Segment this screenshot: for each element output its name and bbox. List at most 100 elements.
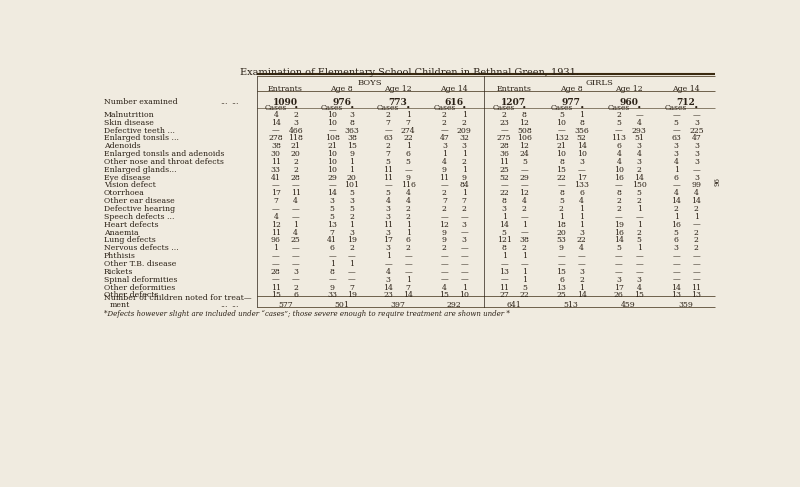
Text: —: —	[328, 127, 336, 134]
Text: 14: 14	[691, 197, 702, 205]
Text: 132: 132	[554, 134, 569, 142]
Text: 17: 17	[577, 174, 586, 182]
Text: 32: 32	[459, 134, 470, 142]
Text: Entrants: Entrants	[268, 85, 303, 94]
Text: —: —	[292, 244, 300, 252]
Text: 13: 13	[557, 283, 566, 292]
Text: 3: 3	[350, 228, 354, 237]
Text: 275: 275	[497, 134, 511, 142]
Text: 5: 5	[522, 283, 527, 292]
Text: 11: 11	[271, 283, 281, 292]
Text: 1090: 1090	[273, 98, 298, 107]
Text: 22: 22	[499, 189, 509, 197]
Text: 17: 17	[271, 189, 281, 197]
Text: 5: 5	[616, 119, 622, 127]
Text: Cases: Cases	[265, 104, 287, 112]
Text: —: —	[635, 260, 643, 268]
Text: 5: 5	[502, 228, 506, 237]
Text: 4: 4	[694, 189, 699, 197]
Text: 9: 9	[442, 166, 447, 174]
Text: 1: 1	[406, 221, 410, 229]
Text: —: —	[672, 276, 680, 284]
Text: 15: 15	[634, 291, 644, 300]
Text: 28: 28	[291, 174, 301, 182]
Text: 2: 2	[442, 189, 447, 197]
Text: 51: 51	[634, 134, 644, 142]
Text: —: —	[500, 260, 508, 268]
Text: 6: 6	[579, 189, 584, 197]
Text: 1: 1	[694, 213, 699, 221]
Text: 14: 14	[577, 142, 586, 150]
Text: 1: 1	[579, 213, 584, 221]
Text: 9: 9	[462, 174, 467, 182]
Text: 23: 23	[383, 291, 393, 300]
Text: 38: 38	[519, 237, 530, 244]
Text: 8: 8	[616, 189, 622, 197]
Text: Age 8: Age 8	[330, 85, 353, 94]
Text: 11: 11	[271, 158, 281, 166]
Text: 2: 2	[386, 111, 390, 119]
Text: 1: 1	[522, 252, 527, 260]
Text: 1: 1	[502, 213, 506, 221]
Text: 6: 6	[294, 291, 298, 300]
Text: 19: 19	[347, 291, 357, 300]
Text: 11: 11	[499, 283, 509, 292]
Text: 47: 47	[691, 134, 702, 142]
Text: 2: 2	[579, 276, 584, 284]
Text: 10: 10	[614, 166, 624, 174]
Text: 5: 5	[330, 213, 334, 221]
Text: 3: 3	[330, 197, 334, 205]
Text: Vision defect: Vision defect	[104, 182, 156, 189]
Text: •: •	[579, 104, 584, 112]
Text: 14: 14	[634, 174, 644, 182]
Text: 2: 2	[442, 244, 447, 252]
Text: —: —	[500, 182, 508, 189]
Text: 2: 2	[694, 205, 699, 213]
Text: —: —	[461, 268, 468, 276]
Text: 1: 1	[579, 221, 584, 229]
Text: 4: 4	[442, 158, 447, 166]
Text: 6: 6	[559, 276, 564, 284]
Text: 2: 2	[674, 205, 678, 213]
Text: 2: 2	[442, 205, 447, 213]
Text: —: —	[328, 252, 336, 260]
Text: 5: 5	[559, 197, 564, 205]
Text: 1207: 1207	[502, 98, 526, 107]
Text: 466: 466	[289, 127, 303, 134]
Text: 3: 3	[350, 197, 354, 205]
Text: 8: 8	[502, 197, 506, 205]
Text: —: —	[348, 268, 356, 276]
Text: 17: 17	[383, 237, 393, 244]
Text: 8: 8	[522, 111, 527, 119]
Text: 2: 2	[406, 244, 410, 252]
Text: —: —	[500, 276, 508, 284]
Text: —: —	[272, 127, 280, 134]
Text: Eye disease: Eye disease	[104, 174, 150, 182]
Text: 5: 5	[674, 228, 678, 237]
Text: 7: 7	[386, 119, 390, 127]
Text: 11: 11	[439, 174, 450, 182]
Text: 11: 11	[383, 166, 394, 174]
Text: 2: 2	[442, 111, 447, 119]
Text: 2: 2	[637, 228, 642, 237]
Text: 4: 4	[674, 158, 678, 166]
Text: —: —	[672, 260, 680, 268]
Text: —: —	[441, 268, 448, 276]
Text: 1: 1	[522, 221, 527, 229]
Text: 1: 1	[406, 111, 410, 119]
Text: 14: 14	[327, 189, 337, 197]
Text: 7: 7	[330, 228, 334, 237]
Text: 2: 2	[637, 166, 642, 174]
Text: 53: 53	[557, 237, 566, 244]
Text: 2: 2	[694, 237, 699, 244]
Text: 150: 150	[632, 182, 646, 189]
Text: 18: 18	[557, 221, 566, 229]
Text: —: —	[404, 268, 412, 276]
Text: —: —	[635, 268, 643, 276]
Text: 1: 1	[330, 260, 334, 268]
Text: 5: 5	[386, 189, 390, 197]
Text: —: —	[521, 182, 528, 189]
Text: 577: 577	[278, 301, 293, 309]
Text: 15: 15	[439, 291, 450, 300]
Text: 1: 1	[386, 252, 390, 260]
